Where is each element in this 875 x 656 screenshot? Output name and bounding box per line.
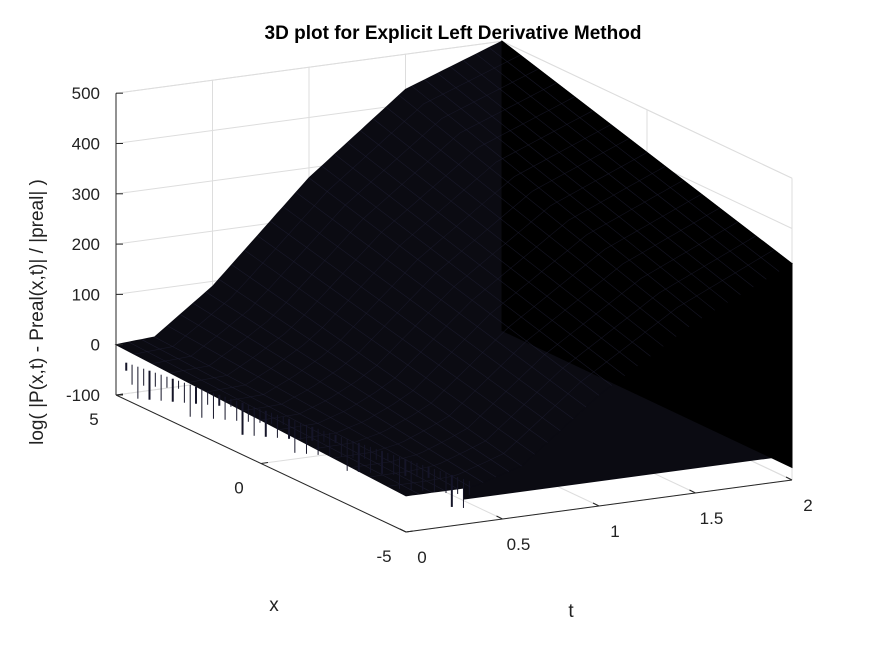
t-tick-label: 0.5 (507, 535, 531, 554)
surface-mesh-row (170, 82, 557, 374)
axes (115, 92, 793, 533)
surface-plot (114, 40, 793, 500)
t-tick-label: 1.5 (700, 509, 724, 528)
t-tick-mark (785, 476, 793, 481)
surface-mesh-row (297, 180, 684, 440)
surface-mesh-row (351, 221, 738, 468)
z-tick-label: 500 (72, 84, 100, 103)
surface-mesh-row (206, 110, 593, 393)
surface-mesh-row (279, 166, 666, 430)
t-tick-label: 1 (610, 522, 619, 541)
tick-labels: -100 0 100 200 300 400 500 0 0.5 1 1.5 2 -5 0 5 (66, 84, 813, 567)
surface-side-face (501, 40, 793, 469)
x-tick-label: 0 (234, 479, 243, 498)
z-tick-label: 300 (72, 185, 100, 204)
t-tick-mark (689, 489, 696, 494)
t-tick-label: 2 (803, 496, 812, 515)
x-axis-label-t: t (568, 601, 574, 622)
z-tick-label: -100 (66, 386, 100, 405)
chart-title: 3D plot for Explicit Left Derivative Met… (265, 23, 642, 44)
x-tick-mark (260, 462, 269, 464)
z-tick-label: 200 (72, 235, 100, 254)
z-tick-label: 100 (72, 285, 100, 304)
surface-spikes (125, 362, 470, 508)
surface-mesh-row (188, 96, 575, 383)
surface-mesh-row (224, 124, 611, 402)
surface-mesh-row (333, 207, 720, 459)
t-tick-mark (496, 515, 503, 520)
surface-mesh-row (242, 138, 630, 412)
x-tick-mark (405, 530, 414, 533)
x-tick-label: 5 (89, 410, 98, 429)
z-axis-label: log( |P(x,t) - Preal(x,t)| / |preal| ) (27, 179, 48, 445)
surface-mesh-row (152, 68, 539, 364)
surface-mesh-row (260, 152, 648, 421)
t-tick-mark (592, 502, 600, 507)
box-edge-top-side (501, 40, 793, 179)
surface-mesh-row (315, 193, 702, 449)
z-tick-label: 400 (72, 135, 100, 154)
t-tick-mark (399, 528, 407, 533)
x-tick-mark (115, 393, 124, 396)
surface-mesh-row (369, 235, 756, 478)
x-tick-label: -5 (376, 547, 391, 566)
t-tick-label: 0 (417, 548, 426, 567)
box-edge-top-back (115, 40, 503, 94)
y-axis-label-x: x (269, 595, 279, 616)
surface-mesh-row (134, 54, 521, 355)
z-tick-label: 0 (91, 336, 100, 355)
